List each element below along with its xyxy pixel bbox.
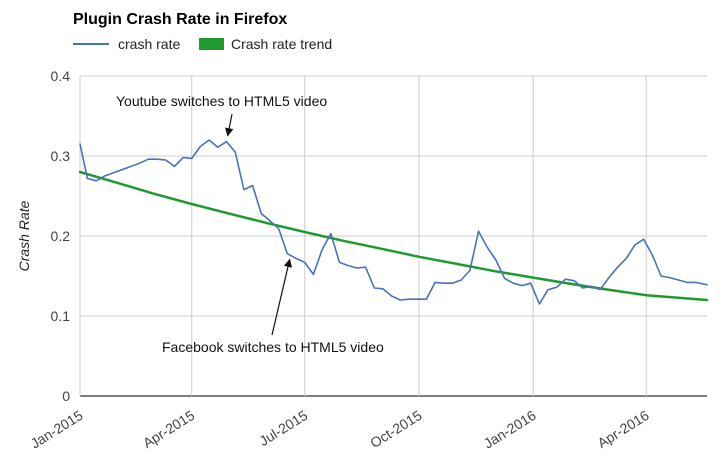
annotation-arrow-youtube — [225, 113, 234, 137]
x-tick-labels: Jan-2015 Apr-2015 Jul-2015 Oct-2015 Jan-2016… — [28, 407, 652, 452]
x-tick-label: Jan-2016 — [481, 407, 539, 452]
series-lines — [78, 139, 709, 305]
legend: crash rate Crash rate trend — [73, 36, 332, 52]
y-tick-label: 0.3 — [51, 148, 71, 164]
x-tick-label: Jan-2015 — [28, 407, 86, 452]
legend-label-crash-rate-trend: Crash rate trend — [231, 36, 332, 52]
y-tick-label: 0.4 — [51, 68, 71, 84]
x-tick-label: Apr-2015 — [140, 407, 198, 451]
annotation-youtube: Youtube switches to HTML5 video — [116, 93, 327, 109]
y-tick-labels: 0 0.1 0.2 0.3 0.4 — [51, 68, 71, 404]
y-axis-label: Crash Rate — [16, 200, 32, 271]
legend-swatch-crash-rate-trend — [199, 38, 224, 50]
chart-title: Plugin Crash Rate in Firefox — [73, 11, 287, 28]
annotation-arrow-facebook — [271, 258, 293, 336]
gridlines — [79, 75, 707, 397]
y-tick-label: 0 — [62, 388, 70, 404]
annotations: Youtube switches to HTML5 video Facebook … — [116, 93, 384, 355]
series-line-crash-rate-trend — [78, 170, 709, 302]
y-tick-label: 0.2 — [51, 228, 71, 244]
y-tick-label: 0.1 — [51, 308, 71, 324]
x-tick-label: Oct-2015 — [367, 407, 424, 451]
x-tick-label: Jul-2015 — [256, 407, 310, 449]
series-line-crash-rate — [79, 139, 708, 305]
annotation-facebook: Facebook switches to HTML5 video — [162, 339, 384, 355]
x-tick-label: Apr-2016 — [594, 407, 652, 451]
legend-label-crash-rate: crash rate — [118, 36, 180, 52]
